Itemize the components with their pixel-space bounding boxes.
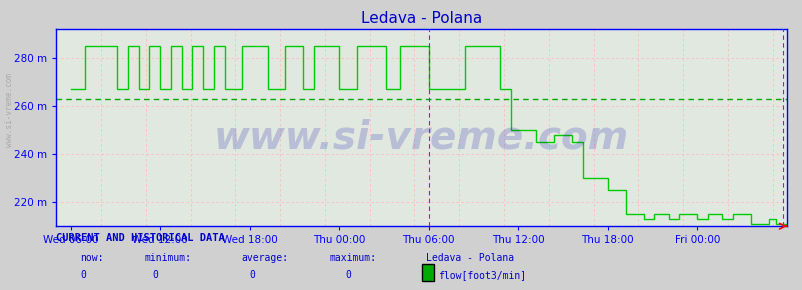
Text: average:: average: xyxy=(241,253,288,263)
Text: 0: 0 xyxy=(345,270,350,280)
Text: 0: 0 xyxy=(249,270,254,280)
Text: flow[foot3/min]: flow[foot3/min] xyxy=(437,270,525,280)
Text: www.si-vreme.com: www.si-vreme.com xyxy=(5,73,14,147)
Text: minimum:: minimum: xyxy=(144,253,192,263)
Text: Ledava - Polana: Ledava - Polana xyxy=(425,253,513,263)
Text: CURRENT AND HISTORICAL DATA: CURRENT AND HISTORICAL DATA xyxy=(56,233,225,243)
Title: Ledava - Polana: Ledava - Polana xyxy=(361,11,481,26)
Text: 0: 0 xyxy=(152,270,158,280)
Text: 0: 0 xyxy=(80,270,86,280)
Text: www.si-vreme.com: www.si-vreme.com xyxy=(213,118,629,157)
Text: now:: now: xyxy=(80,253,103,263)
Text: maximum:: maximum: xyxy=(329,253,376,263)
